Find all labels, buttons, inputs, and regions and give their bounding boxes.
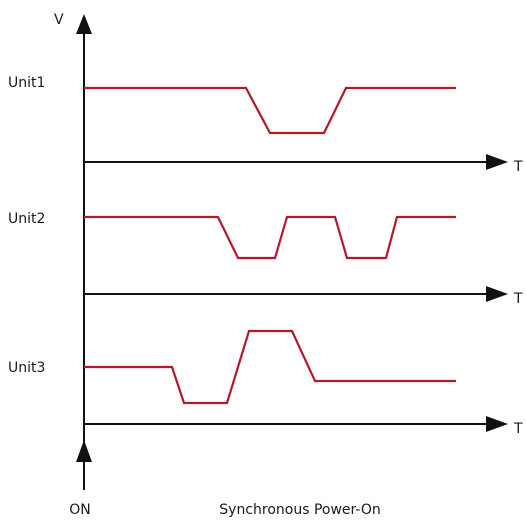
time-axis-unit2-label: T xyxy=(513,291,523,307)
time-axis-unit1-label: T xyxy=(513,159,523,175)
unit3-label: Unit3 xyxy=(8,360,45,376)
time-axis-unit2-arrow-icon xyxy=(486,286,508,302)
unit2-waveform xyxy=(84,215,456,260)
unit3-waveform xyxy=(84,329,456,405)
v-axis-label: V xyxy=(54,12,64,28)
vertical-axis-bottom-arrow-icon xyxy=(76,440,92,462)
time-axis-unit3-label: T xyxy=(513,421,523,437)
on-label: ON xyxy=(69,502,91,518)
caption: Synchronous Power-On xyxy=(219,502,380,518)
unit1-waveform xyxy=(84,86,456,135)
time-axis-unit3-arrow-icon xyxy=(486,416,508,432)
unit2-label: Unit2 xyxy=(8,211,45,227)
time-axis-unit1-arrow-icon xyxy=(486,154,508,170)
vertical-axis-top-arrow-icon xyxy=(76,14,92,34)
unit1-label: Unit1 xyxy=(8,75,45,91)
